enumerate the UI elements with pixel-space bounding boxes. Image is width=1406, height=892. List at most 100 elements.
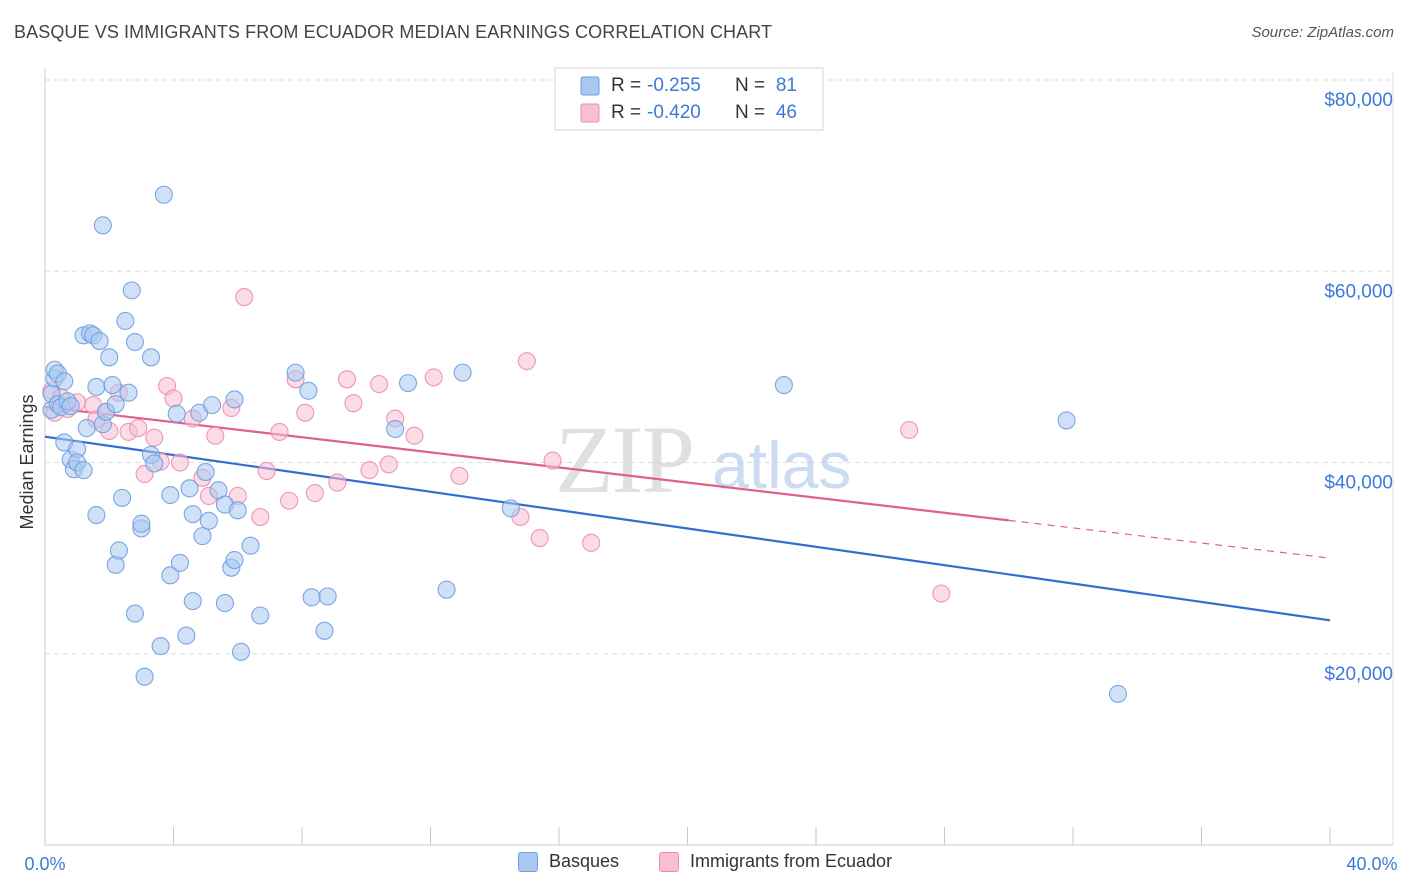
point-basques (203, 396, 222, 415)
legend-label-basques: Basques (549, 851, 620, 871)
point-basques (106, 395, 125, 414)
point-basques (116, 311, 135, 331)
point-ecuador (337, 370, 357, 389)
point-basques (196, 463, 215, 482)
point-basques (231, 642, 251, 661)
watermark-zip: ZIP (555, 406, 693, 513)
point-basques (103, 375, 122, 395)
point-ecuador (424, 368, 443, 387)
legend-r-label: R = (611, 75, 641, 96)
point-ecuador (450, 466, 469, 485)
scatter-points (42, 185, 1128, 703)
point-ecuador (405, 426, 424, 445)
legend-item-basques[interactable]: Basques (518, 851, 619, 872)
point-basques (183, 505, 202, 524)
point-basques (109, 541, 128, 560)
legend-item-ecuador[interactable]: Immigrants from Ecuador (659, 851, 892, 872)
point-basques (125, 604, 144, 623)
legend-r-label: R = (611, 102, 641, 123)
point-ecuador (360, 461, 379, 480)
point-basques (132, 514, 151, 533)
point-basques (61, 397, 80, 416)
y-tick-label: $60,000 (1324, 281, 1393, 302)
point-basques (183, 592, 202, 611)
legend-n-label: N = (735, 75, 765, 96)
legend-swatch-basques (580, 76, 600, 96)
point-ecuador (296, 403, 315, 422)
y-tick-label: $20,000 (1324, 664, 1393, 685)
point-basques (299, 381, 318, 400)
legend-r-value: -0.255 (647, 75, 701, 96)
legend-n-value: 46 (776, 102, 797, 123)
point-basques (170, 553, 189, 572)
point-basques (122, 281, 141, 300)
legend-swatch-basques (518, 851, 538, 872)
point-basques (161, 485, 180, 505)
point-basques (251, 606, 270, 625)
point-ecuador (543, 451, 562, 470)
source-label: Source: ZipAtlas.com (1251, 24, 1394, 41)
point-ecuador (305, 484, 324, 503)
legend-n-value: 81 (776, 75, 797, 96)
point-basques (225, 550, 244, 570)
point-ecuador (280, 491, 299, 510)
point-basques (100, 348, 119, 367)
bottom-legend: Basques Immigrants from Ecuador (0, 848, 1406, 878)
point-basques (398, 374, 418, 393)
point-basques (318, 587, 337, 606)
point-basques (774, 375, 793, 395)
point-ecuador (900, 420, 919, 440)
point-basques (74, 461, 93, 480)
watermark-atlas: atlas (712, 428, 851, 502)
x-tick-label-max: 40.0% (1346, 854, 1397, 874)
point-ecuador (370, 375, 389, 394)
point-basques (119, 383, 138, 402)
point-ecuador (344, 394, 363, 413)
legend-swatch-ecuador (580, 103, 600, 123)
point-ecuador (530, 528, 549, 548)
legend-frame (554, 67, 824, 131)
point-basques (167, 404, 186, 423)
point-basques (113, 488, 132, 507)
legend-r-value: -0.420 (647, 102, 701, 123)
watermark: ZIP atlas (555, 406, 851, 513)
point-basques (228, 501, 247, 520)
grid-lines (45, 72, 1394, 845)
point-basques (154, 185, 173, 204)
legend-n-label: N = (735, 102, 765, 123)
point-basques (241, 536, 260, 555)
point-basques (1057, 411, 1076, 430)
y-axis-label: Median Earnings (17, 394, 37, 529)
point-basques (77, 419, 96, 438)
point-ecuador (164, 389, 183, 408)
point-basques (177, 626, 196, 645)
trend-line-ecuador (44, 405, 1009, 522)
point-ecuador (932, 584, 951, 603)
point-basques (125, 332, 144, 352)
point-ecuador (582, 533, 601, 552)
point-basques (87, 506, 106, 525)
point-ecuador (270, 422, 289, 441)
chart-title: BASQUE VS IMMIGRANTS FROM ECUADOR MEDIAN… (14, 22, 773, 42)
point-basques (286, 363, 305, 382)
point-basques (93, 216, 112, 235)
point-basques (315, 621, 334, 640)
point-ecuador (517, 352, 536, 371)
point-basques (199, 511, 218, 530)
point-basques (1108, 684, 1128, 703)
trend-line-ecuador-extension (1008, 519, 1331, 559)
legend-label-ecuador: Immigrants from Ecuador (690, 851, 893, 871)
point-ecuador (251, 507, 270, 527)
y-tick-label: $40,000 (1324, 473, 1393, 494)
point-basques (215, 594, 234, 613)
point-basques (386, 419, 405, 439)
point-basques (90, 332, 109, 351)
point-ecuador (170, 453, 189, 472)
point-basques (87, 377, 106, 397)
point-ecuador (235, 288, 254, 307)
point-ecuador (328, 473, 347, 492)
point-basques (453, 363, 472, 382)
point-basques (141, 348, 161, 367)
point-basques (437, 580, 456, 599)
